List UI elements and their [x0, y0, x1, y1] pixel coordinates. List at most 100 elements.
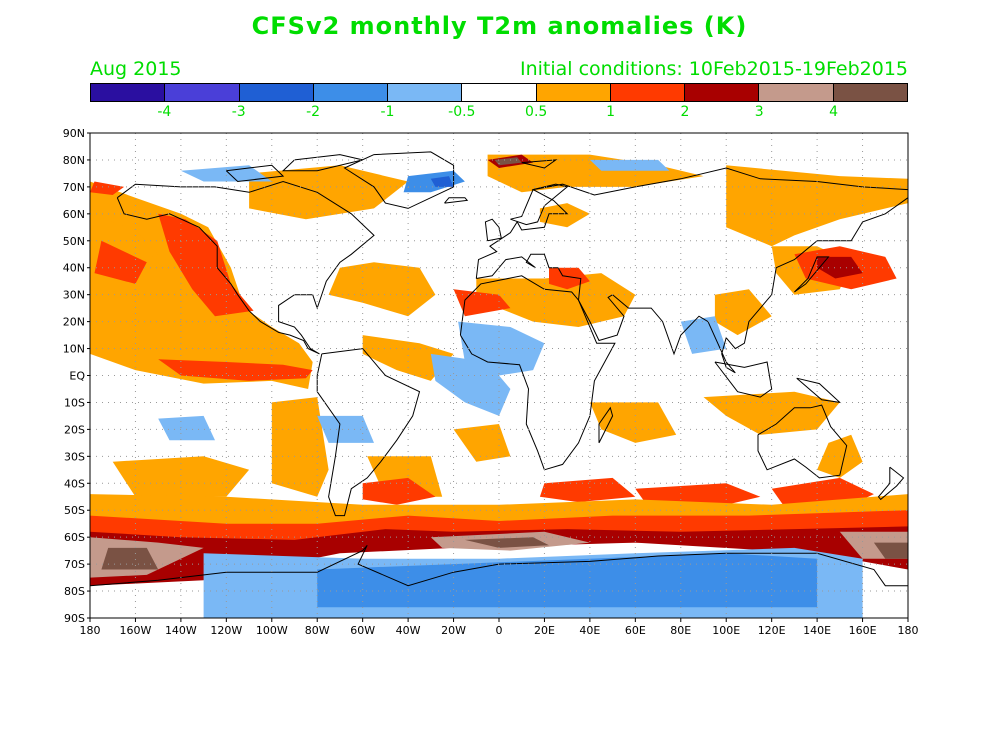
lat-tick-label: EQ: [69, 370, 85, 383]
anomaly-region: [476, 273, 636, 327]
anomaly-region: [90, 526, 908, 586]
lat-tick-label: 20S: [64, 423, 85, 436]
longitude-labels: 180 160W 140W 120W 100W 80W 60W 40W 20W 0 20E 40E 60…: [80, 618, 919, 637]
anomaly-region: [328, 262, 436, 317]
coastline: [90, 544, 908, 587]
anomaly-region: [430, 353, 511, 416]
colorbar: [90, 83, 908, 102]
colorbar-label: 0.5: [525, 104, 548, 120]
coastline: [598, 406, 614, 444]
colorbar-label: -4: [157, 104, 172, 120]
anomaly-region: [90, 181, 125, 195]
anomaly-region: [362, 335, 454, 381]
coastline: [444, 197, 469, 204]
coastline: [794, 256, 830, 293]
anomaly-region: [271, 397, 329, 497]
lat-tick-label: 70S: [64, 558, 85, 571]
lat-tick-label: 30S: [64, 450, 85, 463]
colorbar-cell: [536, 84, 611, 101]
lat-tick-label: 40N: [63, 262, 85, 275]
anomaly-region: [714, 289, 772, 336]
anomaly-region: [317, 415, 374, 443]
colorbar-label: 2: [680, 104, 690, 120]
lat-tick-label: 60S: [64, 531, 85, 544]
lon-tick-label: 180: [898, 624, 919, 637]
valid-month-label: Aug 2015: [90, 58, 182, 80]
lat-tick-label: 80N: [63, 154, 85, 167]
lat-tick-label: 20N: [63, 316, 85, 329]
lat-tick-label: 10N: [63, 343, 85, 356]
anomaly-region: [362, 477, 436, 505]
anomaly-region: [589, 159, 670, 171]
colorbar-label: -3: [231, 104, 246, 120]
coastline: [116, 180, 375, 355]
colorbar-cell: [165, 84, 240, 101]
grid-lines: [90, 133, 908, 618]
colorbar-label: -1: [380, 104, 395, 120]
colorbar-label: 1: [606, 104, 615, 120]
anomaly-region: [539, 203, 590, 228]
anomaly-region: [817, 256, 863, 279]
colorbar-label: -0.5: [448, 104, 476, 120]
lat-tick-label: 10S: [64, 396, 85, 409]
anomaly-region: [249, 165, 409, 220]
coastline: [796, 377, 842, 404]
colorbar-cell: [313, 84, 389, 101]
lat-tick-label: 60N: [63, 208, 85, 221]
colorbar-label: 3: [754, 104, 764, 120]
anomaly-region: [112, 456, 250, 497]
coastline: [484, 218, 502, 242]
lon-tick-label: 140E: [803, 624, 831, 637]
coastline: [714, 361, 773, 398]
anomaly-region: [180, 165, 272, 182]
colorbar-cell: [388, 84, 463, 101]
colorbar-label: -2: [306, 104, 321, 120]
anomaly-region: [158, 415, 215, 441]
colorbar-cell: [759, 84, 834, 101]
colorbar-cell: [462, 84, 537, 101]
anomaly-region: [94, 240, 147, 284]
lat-tick-label: 30N: [63, 289, 85, 302]
lon-tick-label: 100W: [256, 624, 288, 637]
anomaly-region: [549, 267, 590, 290]
lon-tick-label: 40W: [396, 624, 421, 637]
lon-tick-label: 20E: [534, 624, 555, 637]
lon-tick-label: 0: [496, 624, 503, 637]
initial-conditions-label: Initial conditions: 10Feb2015-19Feb2015: [520, 58, 908, 80]
coastline: [521, 159, 558, 169]
lon-tick-label: 120W: [210, 624, 242, 637]
anomaly-region: [453, 289, 511, 317]
lon-tick-label: 160W: [120, 624, 152, 637]
lat-tick-label: 90S: [64, 612, 85, 625]
colorbar-cell: [610, 84, 686, 101]
lon-tick-label: 100E: [712, 624, 740, 637]
colorbar-label: 4: [829, 104, 839, 120]
coastline: [343, 151, 455, 209]
anomaly-region: [817, 434, 863, 478]
coastline: [475, 167, 908, 374]
coastline: [510, 183, 569, 226]
anomaly-region: [873, 542, 908, 559]
lon-tick-label: 120E: [758, 624, 786, 637]
lat-tick-label: 50N: [63, 235, 85, 248]
coastline: [757, 404, 848, 479]
lon-tick-label: 60W: [350, 624, 375, 637]
lat-tick-label: 80S: [64, 585, 85, 598]
colorbar-cell: [91, 84, 166, 101]
anomaly-region: [317, 553, 818, 608]
chart-title: CFSv2 monthly T2m anomalies (K): [251, 12, 748, 40]
coastline: [877, 466, 905, 501]
lon-tick-label: 160E: [849, 624, 877, 637]
anomaly-fills: [90, 154, 908, 618]
lat-tick-label: 90N: [63, 127, 85, 140]
lon-tick-label: 140W: [165, 624, 197, 637]
coastline: [281, 154, 363, 172]
anomaly-region: [158, 213, 254, 317]
lon-tick-label: 80W: [305, 624, 330, 637]
coastline: [316, 348, 421, 517]
lon-tick-label: 80E: [670, 624, 691, 637]
lon-tick-label: 40E: [579, 624, 600, 637]
lon-tick-label: 20W: [441, 624, 466, 637]
coastline: [225, 164, 285, 183]
